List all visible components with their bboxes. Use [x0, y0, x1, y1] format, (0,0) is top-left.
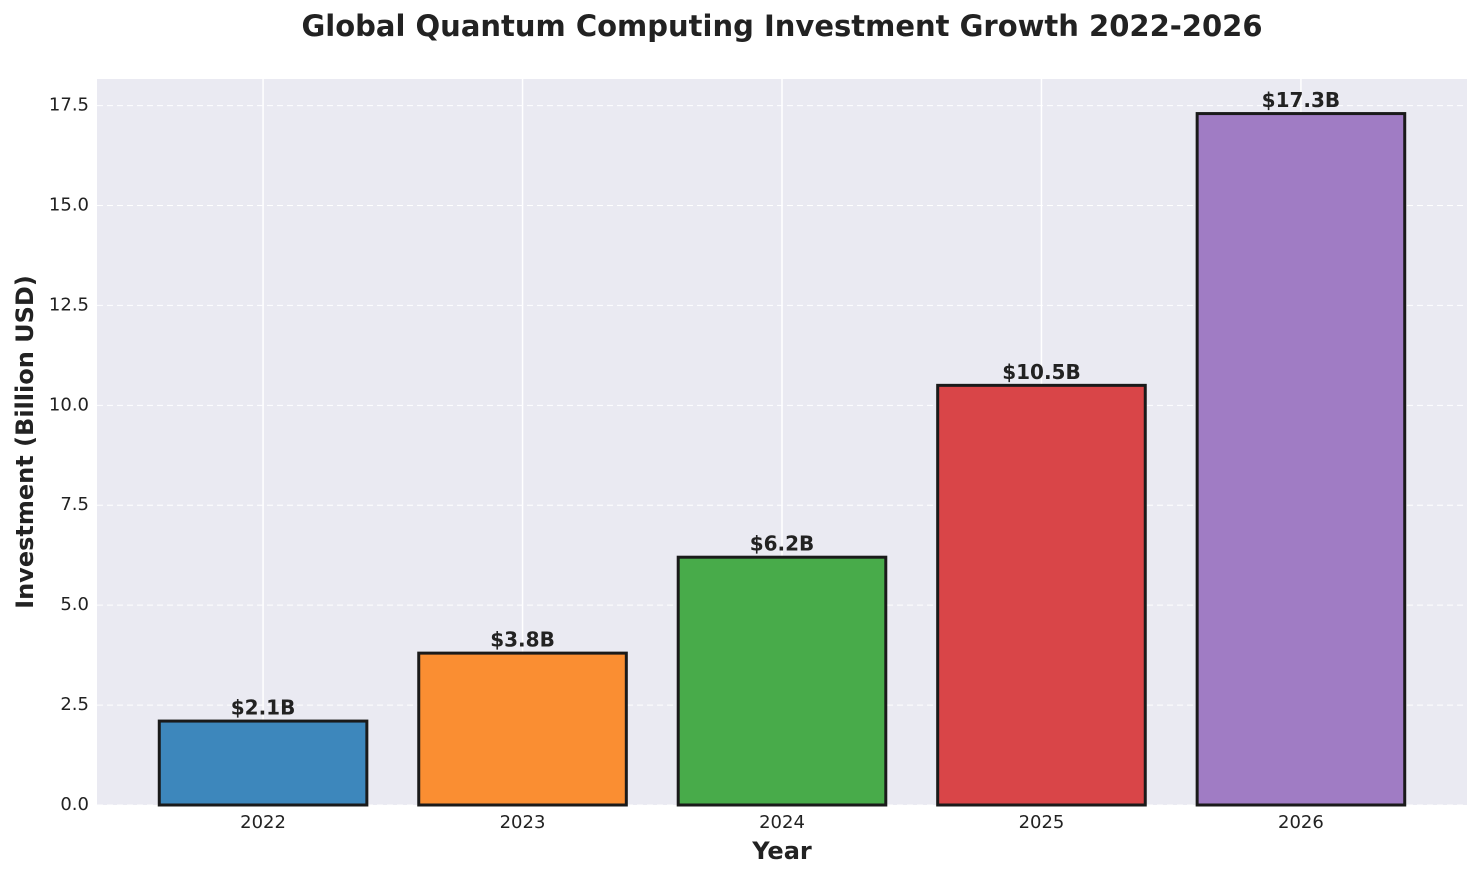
y-tick-label: 2.5 [60, 694, 89, 715]
bar [157, 719, 369, 807]
x-tick-label: 2022 [240, 812, 286, 833]
x-tick-label: 2026 [1278, 812, 1324, 833]
data-label: $17.3B [1262, 88, 1341, 112]
y-tick-label: 10.0 [49, 394, 89, 415]
data-label: $6.2B [750, 532, 815, 556]
x-tick-label: 2023 [500, 812, 546, 833]
y-tick-label: 17.5 [49, 95, 89, 116]
x-axis-label: Year [751, 837, 812, 865]
bar [936, 383, 1147, 807]
y-tick-label: 15.0 [49, 194, 89, 215]
data-label: $2.1B [231, 696, 296, 720]
data-label: $10.5B [1002, 360, 1081, 384]
chart-title: Global Quantum Computing Investment Grow… [301, 9, 1262, 43]
y-tick-label: 7.5 [60, 494, 89, 515]
y-axis-label: Investment (Billion USD) [11, 275, 39, 609]
bar [417, 651, 628, 807]
y-tick-label: 12.5 [49, 294, 89, 315]
bar [1195, 112, 1407, 807]
bar [676, 555, 888, 807]
x-tick-label: 2024 [759, 812, 805, 833]
y-tick-label: 5.0 [60, 594, 89, 615]
data-label: $3.8B [490, 628, 555, 652]
y-tick-label: 0.0 [60, 794, 89, 815]
x-tick-label: 2025 [1019, 812, 1065, 833]
